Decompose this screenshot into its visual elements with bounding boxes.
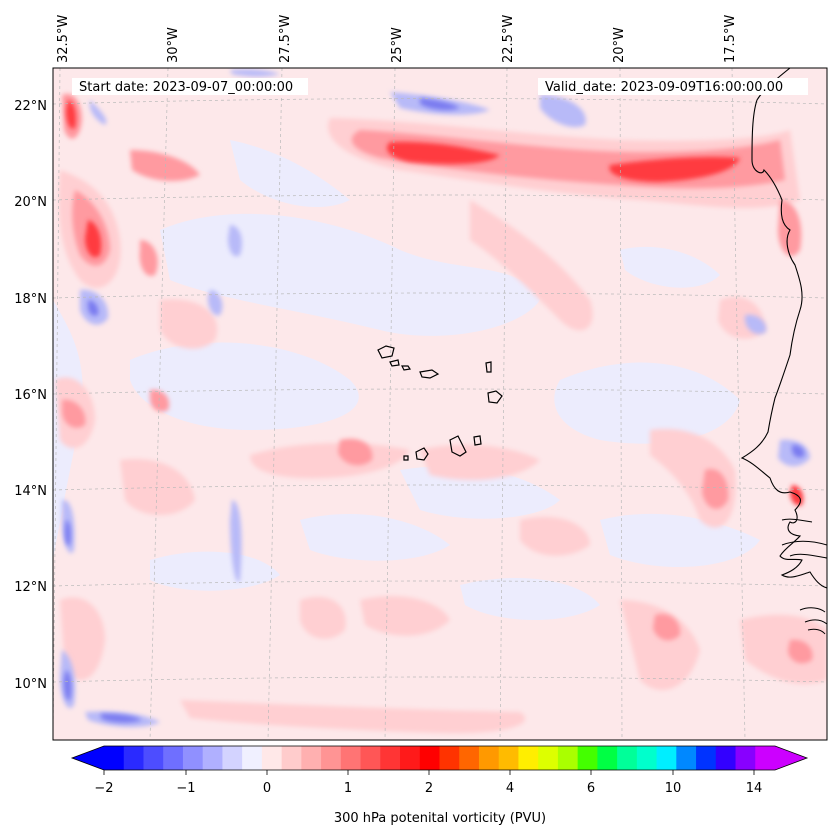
- colorbar-cell: [676, 746, 697, 770]
- colorbar-cell: [123, 746, 145, 770]
- colorbar-tick-label: 1: [344, 781, 352, 796]
- colorbar-tick-label: 2: [425, 781, 433, 796]
- start-date-label: Start date: 2023-09-07_00:00:00: [79, 80, 293, 95]
- longitude-axis: 32.5°W 30°W 27.5°W 25°W 22.5°W 20°W 17.5…: [56, 15, 738, 63]
- lat-label: 22°N: [14, 99, 47, 114]
- colorbar-tick-label: 4: [506, 781, 514, 796]
- colorbar-cell: [715, 746, 737, 770]
- colorbar-cell: [597, 746, 618, 770]
- colorbar-cell: [557, 746, 579, 770]
- colorbar-cell: [518, 746, 539, 770]
- colorbar-cell: [400, 746, 421, 770]
- colorbar-cell: [498, 746, 520, 770]
- colorbar-cell: [360, 746, 381, 770]
- colorbar-cells: [104, 746, 776, 770]
- colorbar-cell: [419, 746, 441, 770]
- colorbar-cell: [340, 746, 362, 770]
- lon-label: 27.5°W: [278, 15, 293, 63]
- colorbar-cell: [321, 746, 342, 770]
- colorbar-title: 300 hPa potenital vorticity (PVU): [334, 811, 546, 826]
- lon-label: 25°W: [390, 27, 405, 63]
- strong-positive-pv-regions: [66, 100, 804, 506]
- map-panel: Start date: 2023-09-07_00:00:00 Valid_da…: [53, 68, 827, 740]
- africa-coastline: [740, 68, 827, 589]
- colorbar-cell: [478, 746, 500, 770]
- colorbar-tick-label: 10: [665, 781, 682, 796]
- colorbar-cell: [696, 746, 717, 770]
- colorbar: −2 −1 0 1 2 4 6 10 14 300 hPa potenital …: [70, 745, 809, 826]
- colorbar-cell: [459, 746, 480, 770]
- colorbar-cell: [755, 746, 776, 770]
- colorbar-tick-label: 6: [587, 781, 595, 796]
- lon-label: 20°W: [612, 27, 627, 63]
- lat-label: 16°N: [14, 388, 47, 403]
- colorbar-cell: [202, 746, 224, 770]
- colorbar-cell: [242, 746, 263, 770]
- coast-detail: [781, 518, 827, 635]
- colorbar-cell: [143, 746, 164, 770]
- colorbar-cell: [617, 746, 638, 770]
- colorbar-cell: [538, 746, 559, 770]
- colorbar-min-arrow: [72, 746, 104, 770]
- lon-label: 32.5°W: [56, 15, 71, 63]
- colorbar-cell: [261, 746, 283, 770]
- colorbar-cell: [163, 746, 184, 770]
- graticule: [53, 68, 827, 740]
- lon-label: 30°W: [166, 27, 181, 63]
- lon-label: 17.5°W: [723, 15, 738, 63]
- negative-pv-regions: [53, 140, 760, 620]
- deep-negative-pv-regions: [63, 98, 805, 723]
- latitude-axis: 22°N 20°N 18°N 16°N 14°N 12°N 10°N: [14, 99, 47, 692]
- colorbar-cell: [222, 746, 243, 770]
- start-date-bg: [72, 78, 308, 95]
- map-frame: [52, 67, 828, 741]
- colorbar-tick-label: 0: [263, 781, 271, 796]
- colorbar-tick-labels: −2 −1 0 1 2 4 6 10 14: [94, 781, 762, 796]
- colorbar-max-arrow: [775, 746, 807, 770]
- lon-label: 22.5°W: [501, 15, 516, 63]
- colorbar-tick-label: −1: [176, 781, 195, 796]
- valid-date-bg: [538, 78, 808, 95]
- colorbar-cell: [656, 746, 677, 770]
- colorbar-cell: [182, 746, 204, 770]
- colorbar-tick-label: 14: [746, 781, 763, 796]
- valid-date-label: Valid_date: 2023-09-09T16:00:00.00: [545, 80, 783, 95]
- colorbar-cell: [735, 746, 756, 770]
- colorbar-cell: [104, 746, 125, 770]
- colorbar-cell: [380, 746, 401, 770]
- lat-label: 18°N: [14, 292, 47, 307]
- colorbar-cell: [577, 746, 598, 770]
- colorbar-tick-label: −2: [94, 781, 113, 796]
- colorbar-cell: [636, 746, 658, 770]
- colorbar-cell: [439, 746, 460, 770]
- lat-label: 10°N: [14, 677, 47, 692]
- colorbar-cell: [281, 746, 302, 770]
- lat-label: 14°N: [14, 484, 47, 499]
- colorbar-ticks: [103, 770, 755, 775]
- cape-verde-islands: [377, 345, 503, 461]
- lat-label: 12°N: [14, 580, 47, 595]
- lat-label: 20°N: [14, 195, 47, 210]
- colorbar-cell: [301, 746, 322, 770]
